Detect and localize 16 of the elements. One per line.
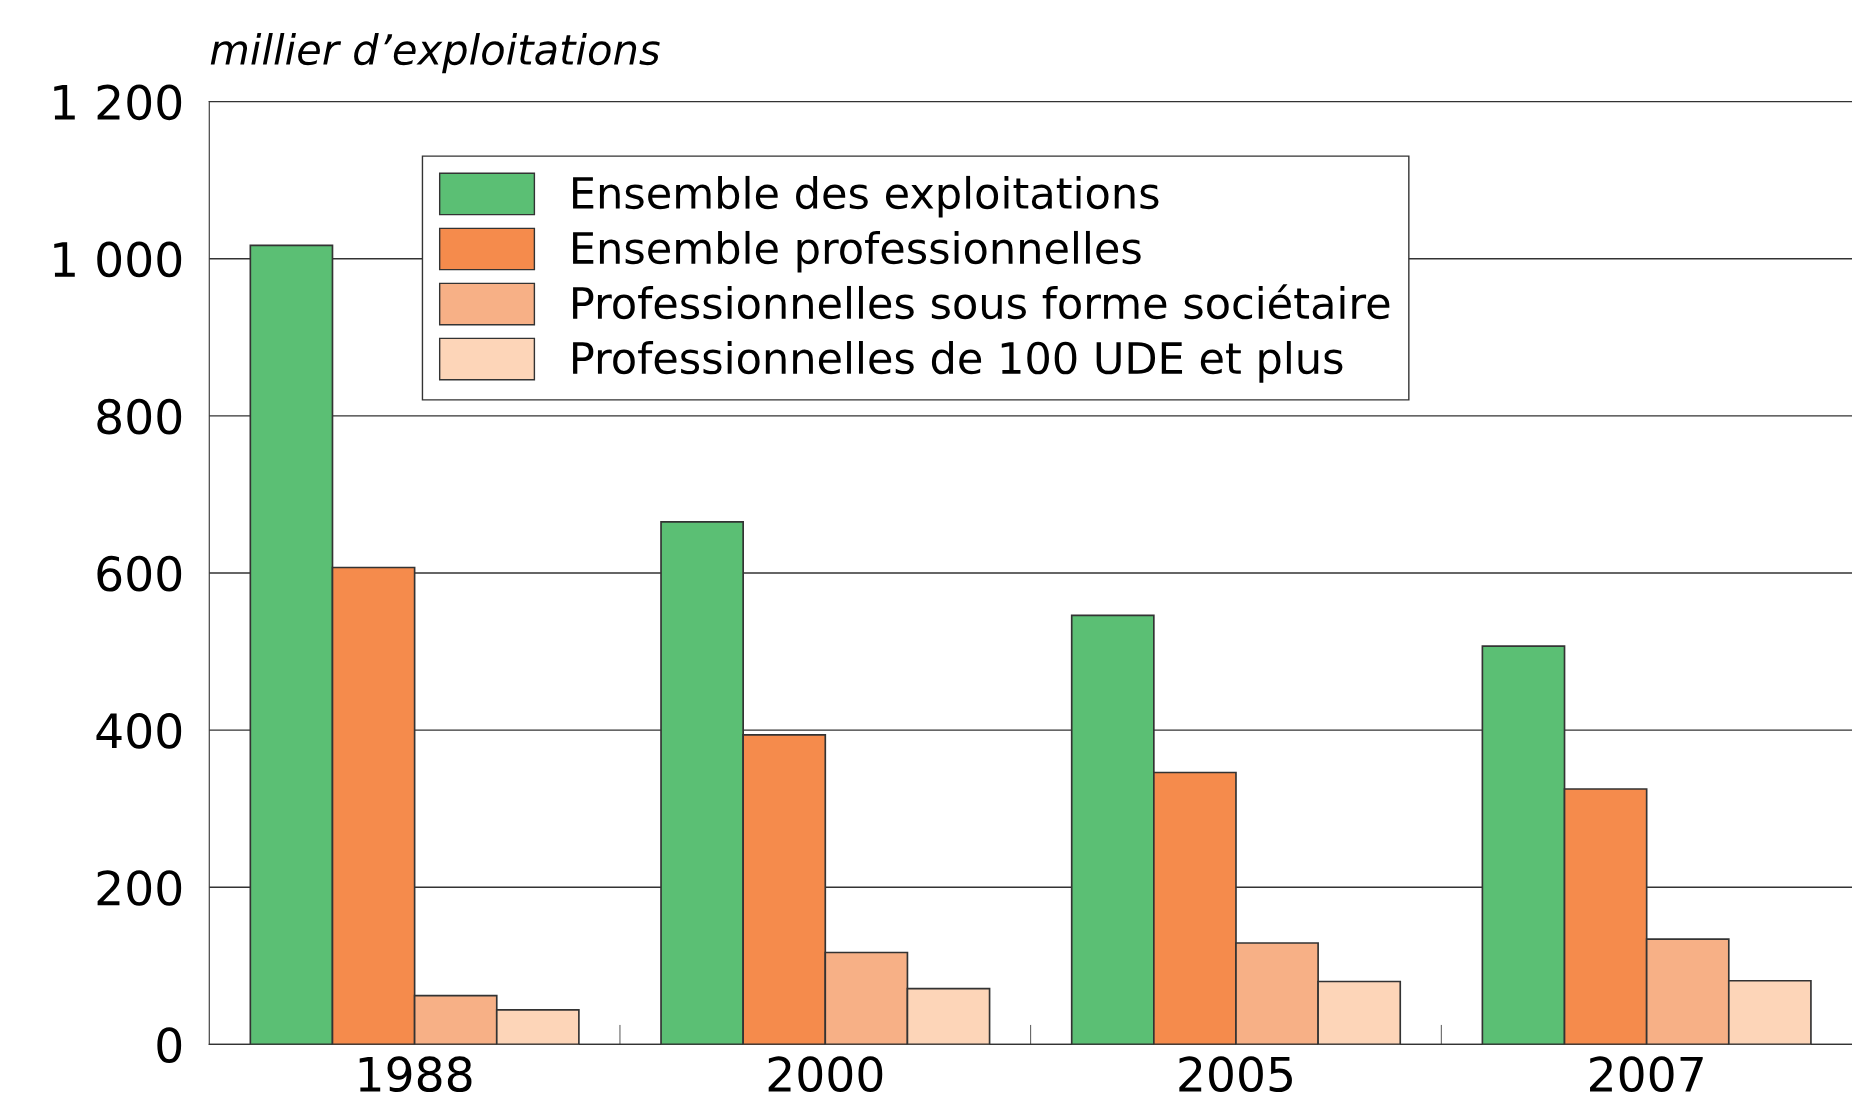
x-tick-label: 2007 — [1590, 1056, 1703, 1093]
y-tick-label: 0 — [157, 1027, 182, 1063]
y-axis-title: millier d’exploitations — [210, 32, 660, 74]
y-tick-label: 400 — [96, 713, 182, 749]
y-tick-label: 1 000 — [54, 241, 182, 278]
y-tick-label: 800 — [97, 398, 182, 435]
legend-label: Ensemble professionnelles — [573, 230, 1141, 273]
x-tick-label: 2005 — [1179, 1056, 1292, 1093]
legend-label: Professionnelles de 100 UDE et plus — [573, 340, 1343, 383]
y-tick-label: 1 200 — [54, 84, 182, 121]
x-tick-label: 1988 — [359, 1056, 472, 1093]
y-tick-label: 600 — [97, 555, 182, 592]
x-tick-label: 2000 — [768, 1056, 883, 1093]
y-tick-label: 200 — [97, 870, 182, 906]
legend-label: Professionnelles sous forme sociétaire — [573, 284, 1390, 320]
legend-label: Ensemble des exploitations — [573, 175, 1159, 218]
